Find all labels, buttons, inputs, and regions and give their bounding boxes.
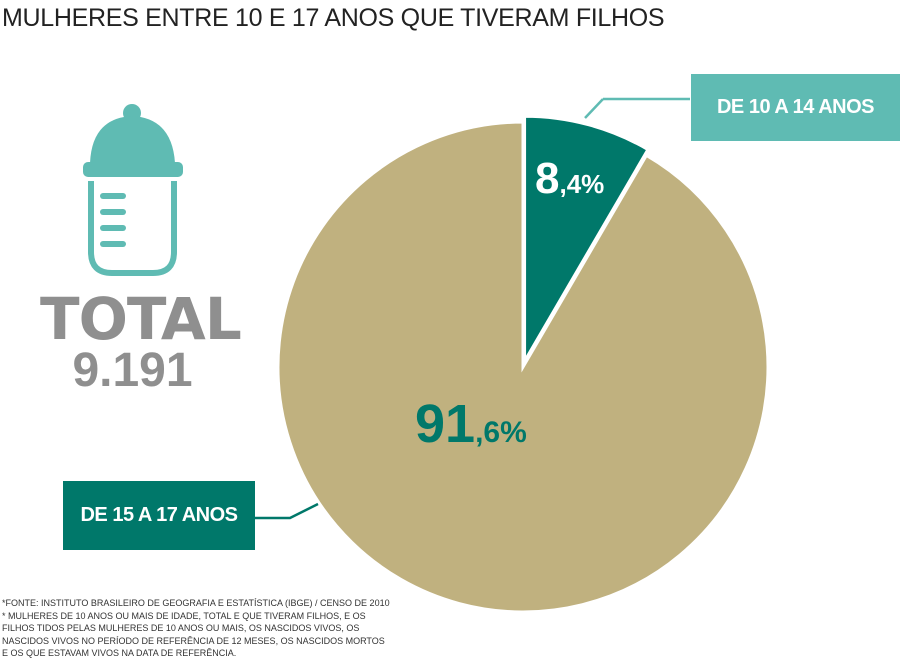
chart-title: MULHERES ENTRE 10 E 17 ANOS QUE TIVERAM … — [2, 4, 665, 32]
slice-value-10-14: 8,4% — [535, 154, 604, 203]
slice-value-15-17: 91,6% — [415, 394, 527, 454]
baby-bottle-icon — [83, 104, 183, 276]
footnote: NASCIDOS VIVOS NO PERÍODO DE REFERÊNCIA … — [2, 635, 385, 646]
legend-label-10-14: DE 10 A 14 ANOS — [691, 74, 900, 141]
leader-line-10-14-tip — [584, 98, 604, 119]
total-label: TOTAL — [40, 285, 242, 353]
leader-line-15-17 — [255, 502, 319, 520]
footnote: E OS QUE ESTAVAM VIVOS NA DATA DE REFERÊ… — [2, 648, 237, 659]
pie-slice-de-10-a-14-anos — [523, 114, 651, 367]
total-block: TOTAL 9.191 — [40, 285, 242, 397]
footnote: *FONTE: INSTITUTO BRASILEIRO DE GEOGRAFI… — [2, 598, 390, 608]
pie-slice-de-15-a-17-anos — [276, 120, 770, 614]
total-value: 9.191 — [72, 344, 193, 397]
footnotes: *FONTE: INSTITUTO BRASILEIRO DE GEOGRAFI… — [2, 597, 390, 660]
footnote: FILHOS TIDOS PELAS MULHERES DE 10 ANOS O… — [2, 623, 360, 634]
legend-label-15-17: DE 15 A 17 ANOS — [63, 481, 255, 550]
footnote: * MULHERES DE 10 ANOS OU MAIS DE IDADE, … — [2, 610, 366, 621]
